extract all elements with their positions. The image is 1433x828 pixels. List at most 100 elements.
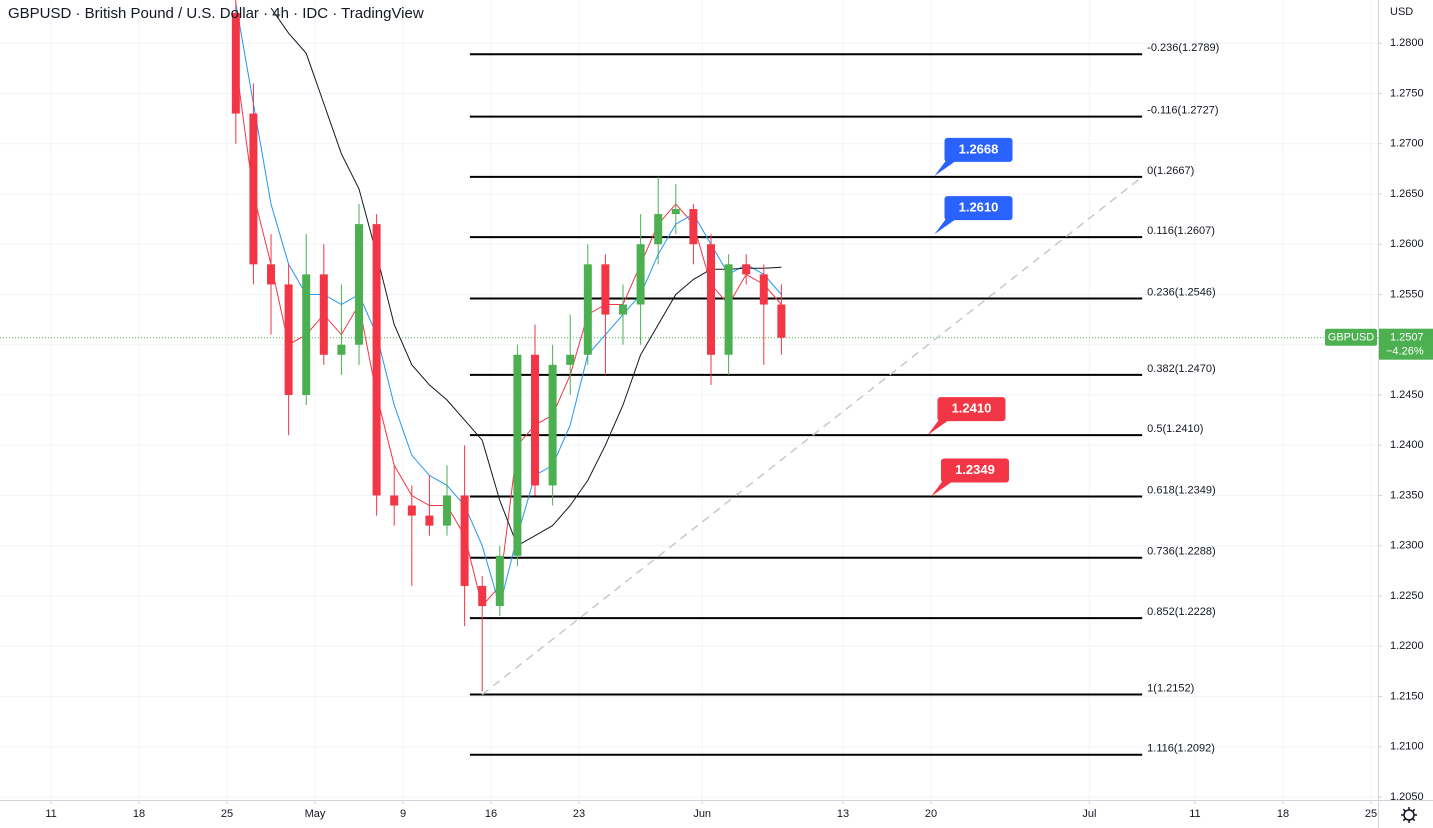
price-callout: 1.2349 <box>930 458 1009 497</box>
candle-body <box>302 274 311 395</box>
x-tick-label: May <box>305 808 326 820</box>
settings-icon[interactable] <box>1401 807 1417 823</box>
callout-box <box>937 397 1006 422</box>
callout-box <box>940 458 1009 483</box>
candle-body <box>284 284 293 395</box>
candle-body <box>566 354 575 365</box>
candle-body <box>671 209 680 215</box>
candle-body <box>742 264 751 275</box>
currency-label: USD <box>1390 6 1413 18</box>
chart-title: GBPUSD · British Pound / U.S. Dollar · 4… <box>8 5 424 22</box>
x-tick-label: 11 <box>1189 808 1200 820</box>
callout-box <box>944 137 1013 162</box>
y-tick-label: 1.2150 <box>1390 690 1424 702</box>
moving-average <box>270 7 782 547</box>
fib-level-label: -0.116(1.2727) <box>1147 104 1218 116</box>
callout-pointer <box>934 159 955 176</box>
candle-body <box>689 209 698 245</box>
candle-body <box>478 585 487 607</box>
candle-body <box>407 505 416 516</box>
candle-body <box>777 304 786 338</box>
x-tick-label: 16 <box>485 808 497 820</box>
callout-label: 1.2668 <box>959 141 999 156</box>
y-tick-label: 1.2100 <box>1390 741 1424 753</box>
fib-level-label: 0(1.2667) <box>1147 165 1194 177</box>
fib-level-label: 1.116(1.2092) <box>1147 743 1215 755</box>
fib-level-label: 0.382(1.2470) <box>1147 363 1216 375</box>
candle-body <box>583 264 592 355</box>
fib-level-label: 0.116(1.2607) <box>1147 225 1215 237</box>
symbol-tag-label: GBPUSD <box>1328 332 1375 344</box>
candle-body <box>460 495 469 586</box>
fib-level-label: 0.736(1.2288) <box>1147 546 1216 558</box>
y-tick-label: 1.2700 <box>1390 138 1424 150</box>
x-tick-label: Jun <box>693 808 711 820</box>
callout-box <box>944 196 1013 221</box>
candle-body <box>724 264 733 355</box>
candle-body <box>355 224 364 345</box>
callout-pointer <box>927 419 948 436</box>
x-tick-label: 23 <box>573 808 585 820</box>
price-callout: 1.2610 <box>934 196 1013 235</box>
y-tick-label: 1.2600 <box>1390 238 1424 250</box>
x-tick-label: 25 <box>1365 808 1377 820</box>
fib-level-label: 0.618(1.2349) <box>1147 484 1216 496</box>
price-callout: 1.2410 <box>927 397 1006 436</box>
grid <box>0 0 1378 800</box>
candle-body <box>337 344 346 355</box>
y-tick-label: 1.2350 <box>1390 489 1424 501</box>
y-tick-label: 1.2750 <box>1390 87 1424 99</box>
callout-label: 1.2349 <box>955 462 995 477</box>
fib-level-label: 0.852(1.2228) <box>1147 606 1216 618</box>
candle-body <box>601 264 610 315</box>
candle-body <box>636 244 645 305</box>
y-tick-label: 1.2550 <box>1390 288 1424 300</box>
last-price-change: −4.26% <box>1386 346 1424 358</box>
fib-level-label: 1(1.2152) <box>1147 682 1194 694</box>
y-tick-label: 1.2400 <box>1390 439 1424 451</box>
candle-body <box>443 495 452 526</box>
candle-body <box>231 13 240 114</box>
y-tick-label: 1.2650 <box>1390 188 1424 200</box>
callout-label: 1.2410 <box>952 401 992 416</box>
candle-body <box>619 304 628 315</box>
candle-body <box>548 364 557 486</box>
y-tick-label: 1.2250 <box>1390 590 1424 602</box>
candle-body <box>425 515 434 526</box>
callout-pointer <box>930 480 951 497</box>
y-tick-label: 1.2050 <box>1390 791 1424 803</box>
candle-body <box>390 495 399 506</box>
x-tick-label: 20 <box>925 808 937 820</box>
candle-body <box>759 274 768 305</box>
x-tick-label: 9 <box>400 808 406 820</box>
y-tick-label: 1.2300 <box>1390 540 1424 552</box>
callout-pointer <box>934 218 955 235</box>
candle-body <box>249 113 258 265</box>
x-tick-label: 13 <box>837 808 849 820</box>
symbol-tag <box>1325 328 1377 346</box>
last-price-label: 1.2507 <box>1390 332 1424 344</box>
x-tick-label: 18 <box>1277 808 1289 820</box>
candle-body <box>319 274 328 355</box>
candle-body <box>706 244 715 355</box>
y-tick-label: 1.2200 <box>1390 640 1424 652</box>
x-tick-label: 18 <box>133 808 145 820</box>
price-callout: 1.2668 <box>934 137 1013 176</box>
x-tick-label: Jul <box>1082 808 1096 820</box>
candle-body <box>513 354 522 556</box>
plot-area: -0.236(1.2789) -0.116(1.2727) 0(1.2667) 0.1… <box>0 0 1378 756</box>
fib-level-label: 0.236(1.2546) <box>1147 286 1216 298</box>
y-tick-label: 1.2450 <box>1390 389 1424 401</box>
candle-body <box>267 264 276 285</box>
candle-body <box>372 224 381 496</box>
candle-body <box>654 214 663 245</box>
x-tick-label: 11 <box>45 808 56 820</box>
y-tick-label: 1.2800 <box>1390 37 1424 49</box>
fib-level-label: 0.5(1.2410) <box>1147 423 1203 435</box>
fib-level-label: -0.236(1.2789) <box>1147 42 1219 54</box>
candle-body <box>495 555 504 607</box>
callout-label: 1.2610 <box>959 200 999 215</box>
x-tick-label: 25 <box>221 808 233 820</box>
last-price-tag <box>1379 328 1433 360</box>
